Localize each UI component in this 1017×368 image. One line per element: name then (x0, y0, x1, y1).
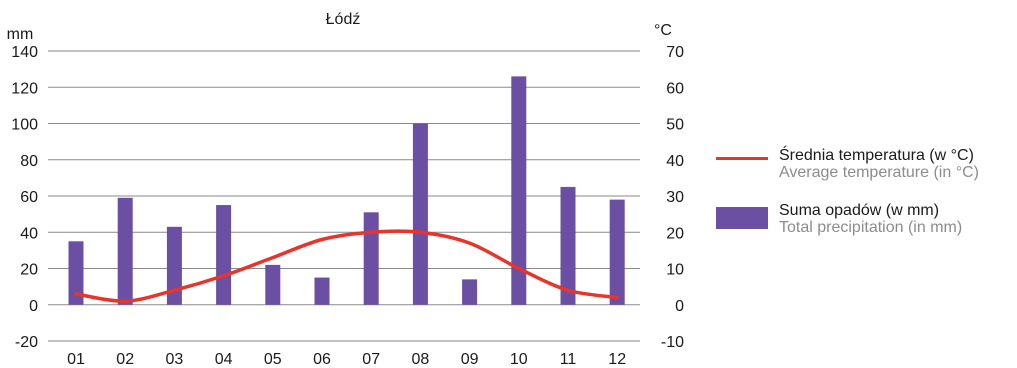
category-label: 12 (608, 351, 626, 368)
right-axis-unit: °C (654, 22, 672, 39)
precipitation-bar (216, 205, 232, 305)
category-label: 07 (362, 351, 380, 368)
category-label: 06 (313, 351, 331, 368)
category-label: 10 (510, 351, 528, 368)
precipitation-bar (265, 264, 281, 305)
left-tick-label: 0 (29, 298, 38, 315)
legend-precipitation-swatch (716, 207, 768, 229)
precipitation-bar (609, 199, 625, 305)
legend: Średnia temperatura (w °C) Average tempe… (716, 145, 979, 236)
precipitation-bar (117, 197, 133, 305)
precipitation-bar (314, 277, 330, 305)
category-label: 11 (560, 351, 577, 368)
precipitation-bar (166, 226, 182, 305)
chart-title: Łódź (326, 11, 361, 28)
legend-temperature-label: Średnia temperatura (w °C) (779, 145, 974, 164)
right-tick-label: -10 (661, 334, 684, 351)
right-tick-label: 60 (666, 80, 684, 97)
left-tick-label: 80 (20, 153, 38, 170)
left-tick-label: -20 (15, 334, 38, 351)
temperature-line-layer (74, 229, 619, 303)
right-tick-label: 40 (666, 153, 684, 170)
left-tick-label: 120 (11, 80, 38, 97)
category-label: 09 (461, 351, 479, 368)
category-label: 04 (215, 351, 233, 368)
precipitation-bar (363, 212, 379, 305)
left-tick-label: 20 (20, 262, 38, 279)
left-axis-unit: mm (7, 26, 34, 43)
category-label: 08 (412, 351, 430, 368)
legend-temperature-swatch (716, 157, 768, 160)
legend-temperature-label-en: Average temperature (in °C) (779, 164, 979, 181)
right-tick-label: 20 (666, 225, 684, 242)
left-tick-label: 100 (11, 117, 38, 134)
left-tick-label: 140 (11, 44, 38, 61)
legend-precipitation-label: Suma opadów (w mm) (779, 202, 939, 219)
precipitation-bar (412, 123, 428, 305)
category-label: 01 (67, 351, 85, 368)
precipitation-bar (68, 241, 84, 305)
right-tick-label: 70 (666, 44, 684, 61)
left-tick-label: 60 (20, 189, 38, 206)
precipitation-bar (511, 76, 527, 305)
right-tick-label: 50 (666, 117, 684, 134)
category-label: 05 (264, 351, 282, 368)
right-tick-label: 10 (666, 262, 684, 279)
legend-precipitation-label-en: Total precipitation (in mm) (779, 219, 962, 236)
precipitation-bar (462, 279, 478, 305)
category-label: 03 (166, 351, 184, 368)
temperature-line (74, 229, 619, 303)
precipitation-bar (560, 186, 576, 305)
category-label: 02 (116, 351, 134, 368)
left-tick-label: 40 (20, 225, 38, 242)
right-tick-label: 30 (666, 189, 684, 206)
grid-lines (48, 50, 640, 342)
precipitation-bars (68, 76, 625, 305)
right-tick-label: 0 (675, 298, 684, 315)
